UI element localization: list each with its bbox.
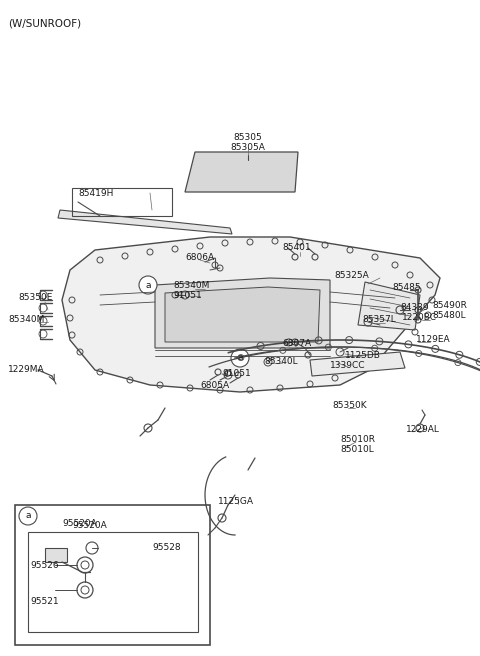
- Circle shape: [231, 349, 249, 367]
- Text: 84339: 84339: [400, 304, 429, 312]
- Text: 1125GA: 1125GA: [218, 497, 254, 506]
- Text: 85350E: 85350E: [18, 293, 52, 302]
- Text: 6806A: 6806A: [185, 253, 214, 262]
- Polygon shape: [155, 278, 330, 348]
- Text: 6805A: 6805A: [200, 380, 229, 390]
- Text: 85325A: 85325A: [334, 270, 369, 279]
- Text: (W/SUNROOF): (W/SUNROOF): [8, 18, 81, 28]
- Text: 1220BC: 1220BC: [402, 314, 437, 323]
- Text: 95528: 95528: [152, 544, 180, 552]
- Circle shape: [139, 276, 157, 294]
- Polygon shape: [165, 287, 320, 342]
- Polygon shape: [358, 282, 420, 330]
- Text: 85010L: 85010L: [340, 445, 374, 455]
- Text: a: a: [237, 354, 243, 363]
- Text: 85419H: 85419H: [78, 188, 113, 197]
- Text: 85480L: 85480L: [432, 310, 466, 319]
- Bar: [72, 188, 172, 216]
- Circle shape: [19, 507, 37, 525]
- Text: 1339CC: 1339CC: [330, 361, 365, 371]
- Text: 95520A: 95520A: [72, 522, 108, 531]
- Text: 85340L: 85340L: [264, 358, 298, 367]
- Text: 85305: 85305: [234, 134, 263, 142]
- Bar: [45, 548, 67, 562]
- Bar: [15, 505, 210, 645]
- Text: 85490R: 85490R: [432, 300, 467, 310]
- Text: 85305A: 85305A: [230, 144, 265, 152]
- Text: 91051: 91051: [173, 291, 202, 300]
- Text: a: a: [145, 281, 151, 289]
- Text: a: a: [25, 512, 31, 520]
- Polygon shape: [62, 237, 440, 392]
- Text: 1125DB: 1125DB: [345, 350, 381, 359]
- Text: 6807A: 6807A: [282, 338, 311, 348]
- Text: 95520A: 95520A: [62, 520, 97, 529]
- Text: 91051: 91051: [222, 369, 251, 377]
- Text: 85340M: 85340M: [173, 281, 209, 291]
- Text: 1229AL: 1229AL: [406, 426, 440, 434]
- Text: 1229MA: 1229MA: [8, 365, 45, 375]
- Polygon shape: [310, 352, 405, 376]
- Text: 85485: 85485: [392, 283, 420, 293]
- Text: 95521: 95521: [30, 598, 59, 607]
- Text: 85350K: 85350K: [332, 401, 367, 409]
- Text: 95526: 95526: [30, 560, 59, 569]
- Polygon shape: [58, 210, 232, 234]
- Polygon shape: [185, 152, 298, 192]
- Text: 85357L: 85357L: [362, 316, 396, 325]
- Text: 85340M: 85340M: [8, 314, 44, 323]
- Text: 85401: 85401: [282, 243, 311, 253]
- Text: 85010R: 85010R: [340, 436, 375, 445]
- Text: 1129EA: 1129EA: [416, 335, 451, 344]
- Bar: [28, 532, 198, 632]
